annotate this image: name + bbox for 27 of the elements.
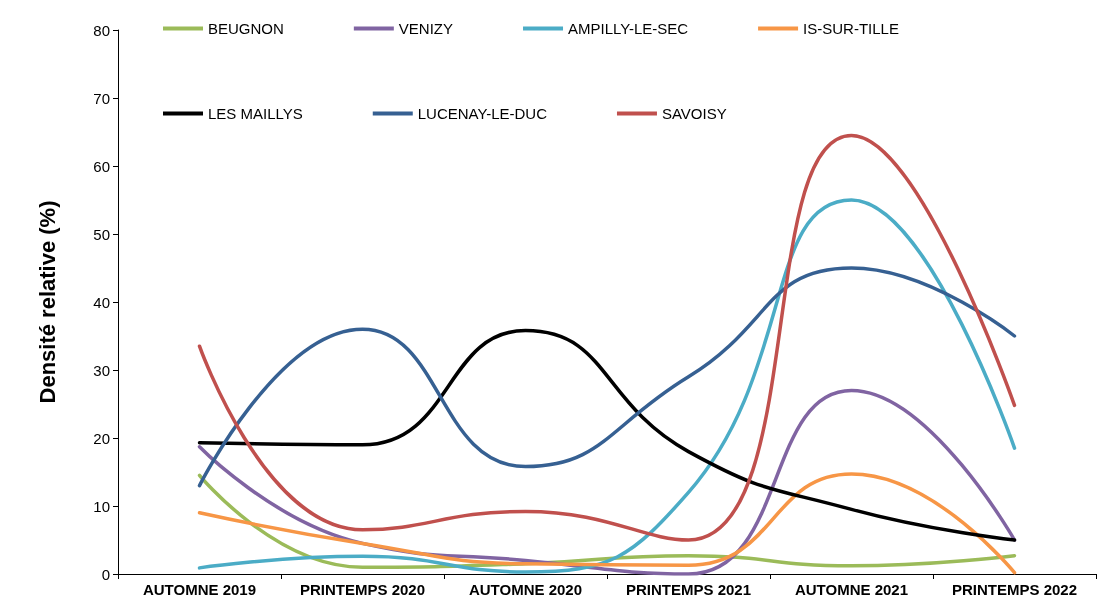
y-tick-label: 10 — [93, 497, 110, 515]
y-tick-label: 20 — [93, 429, 110, 447]
legend-label: LES MAILLYS — [208, 105, 303, 122]
y-axis-title: Densité relative (%) — [34, 200, 60, 404]
x-tick-label: AUTOMNE 2019 — [142, 581, 257, 598]
y-tick-label: 80 — [93, 21, 110, 39]
x-tick-label: AUTOMNE 2020 — [468, 581, 583, 598]
x-tick-label: AUTOMNE 2021 — [794, 581, 909, 598]
legend-label: AMPILLY-LE-SEC — [568, 20, 689, 37]
legend-label: SAVOISY — [661, 105, 727, 122]
y-tick-label: 70 — [93, 89, 110, 107]
line-series — [197, 198, 1017, 574]
x-tick-label: PRINTEMPS 2020 — [299, 581, 426, 598]
line-series — [197, 328, 1017, 542]
y-tick-label: 40 — [93, 293, 110, 311]
legend-label: BEUGNON — [208, 20, 284, 37]
y-tick-label: 0 — [101, 565, 110, 583]
y-tick-label: 30 — [93, 361, 110, 379]
x-tick-label: PRINTEMPS 2021 — [625, 581, 752, 598]
x-tick-label: PRINTEMPS 2022 — [951, 581, 1078, 598]
line-series — [197, 266, 1017, 488]
legend-label: IS-SUR-TILLE — [803, 20, 899, 37]
y-tick-label: 60 — [93, 157, 110, 175]
legend-label: LUCENAY-LE-DUC — [417, 105, 548, 122]
line-series — [197, 133, 1017, 542]
legend-label: VENIZY — [398, 20, 454, 37]
y-tick-label: 50 — [93, 225, 110, 243]
